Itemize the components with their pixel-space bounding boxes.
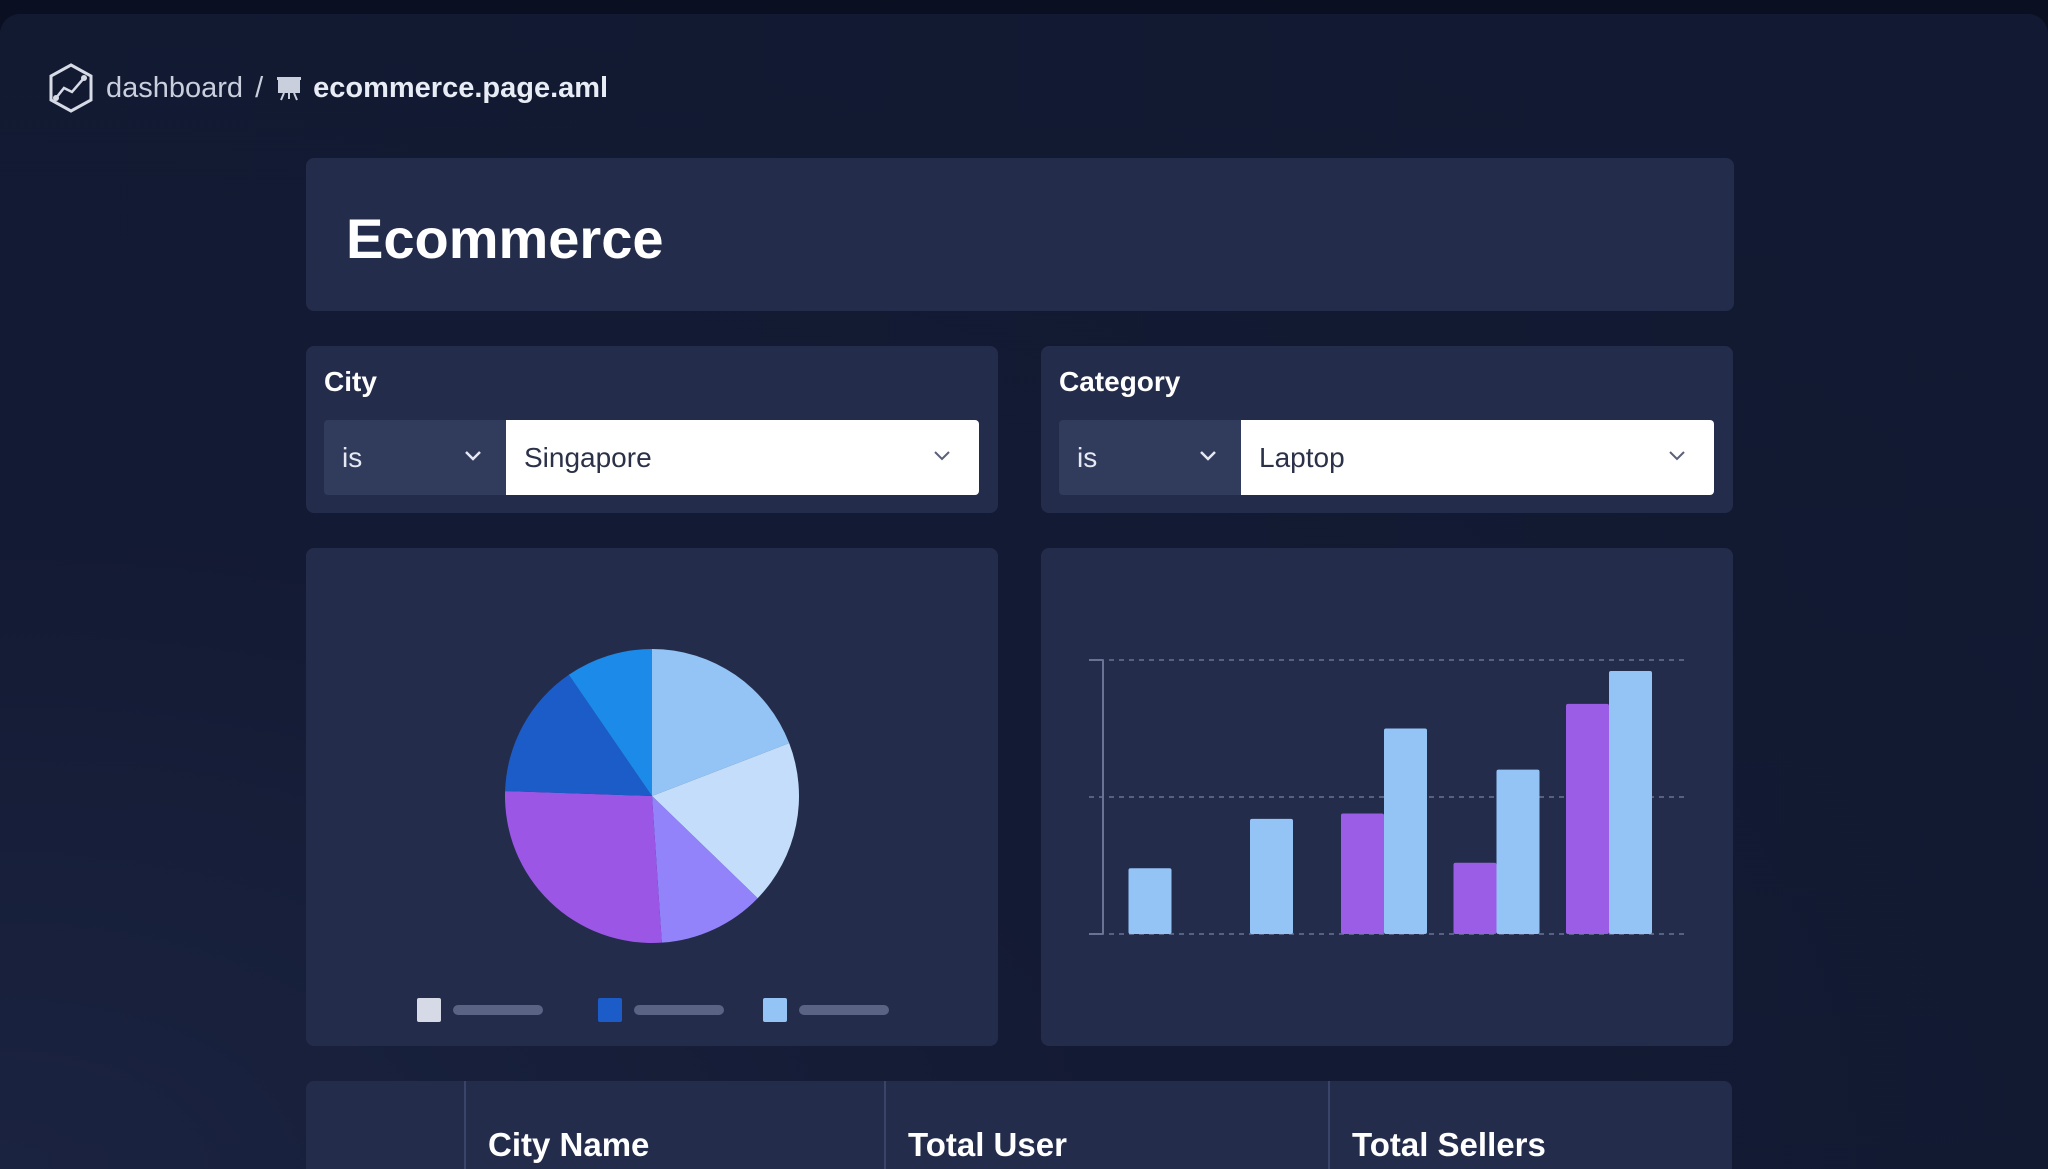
bar-series2-3[interactable] [1384, 728, 1427, 935]
chevron-down-icon [934, 451, 950, 461]
legend-label-placeholder [453, 1005, 543, 1015]
city-value: Singapore [524, 441, 652, 473]
column-header-total-user[interactable]: Total User [884, 1081, 1328, 1169]
breadcrumb-separator: / [255, 71, 264, 104]
city-filter: City is Singapore [306, 346, 998, 513]
bar-series2-2[interactable] [1250, 818, 1293, 934]
pie-slice-2[interactable] [652, 743, 799, 899]
bar-series1-5[interactable] [1566, 703, 1609, 934]
pie-slice-6[interactable] [568, 649, 652, 796]
bar-series2-4[interactable] [1496, 769, 1540, 934]
chevron-down-icon [1200, 451, 1216, 461]
pie-slice-1[interactable] [652, 649, 790, 796]
column-header-city-name[interactable]: City Name [464, 1081, 884, 1169]
page-title: Ecommerce [346, 207, 664, 270]
pie-slice-5[interactable] [505, 674, 652, 796]
presentation-icon [277, 77, 302, 101]
chevron-down-icon [1669, 451, 1685, 461]
category-operator-value: is [1077, 441, 1098, 473]
logo-icon[interactable] [46, 62, 96, 114]
bar-series1-3[interactable] [1341, 813, 1384, 934]
legend-swatch [763, 998, 787, 1022]
city-operator-value: is [342, 441, 363, 473]
breadcrumb-page[interactable]: ecommerce.page.aml [313, 71, 609, 104]
bar-series2-5[interactable] [1609, 670, 1652, 934]
category-value: Laptop [1259, 441, 1345, 473]
legend-label-placeholder [799, 1005, 889, 1015]
bar-series2-1[interactable] [1128, 868, 1172, 934]
column-header-total-sellers[interactable]: Total Sellers [1328, 1081, 1732, 1169]
legend-label-placeholder [634, 1005, 724, 1015]
category-filter-label: Category [1059, 366, 1181, 397]
category-filter: Category is Laptop [1041, 346, 1733, 513]
breadcrumb-root[interactable]: dashboard [106, 71, 244, 104]
legend-swatch [417, 998, 441, 1022]
category-operator-select[interactable]: is [1059, 420, 1241, 495]
pie-chart-card [306, 548, 998, 1046]
bar-series1-4[interactable] [1453, 862, 1497, 934]
bar-chart-card [1041, 548, 1733, 1046]
legend-swatch [598, 998, 622, 1022]
city-value-select[interactable]: Singapore [506, 420, 979, 495]
category-value-select[interactable]: Laptop [1241, 420, 1714, 495]
chevron-down-icon [465, 451, 481, 461]
city-operator-select[interactable]: is [324, 420, 506, 495]
pie-chart [417, 649, 889, 1022]
pie-slice-4[interactable] [505, 791, 662, 943]
data-table: City Name Total User Total Sellers [306, 1081, 1732, 1169]
bar-chart [1089, 659, 1684, 935]
city-filter-label: City [324, 366, 377, 397]
title-card: Ecommerce [306, 158, 1734, 311]
pie-slice-3[interactable] [652, 796, 758, 943]
breadcrumb: dashboard / ecommerce.page.aml [46, 62, 608, 114]
